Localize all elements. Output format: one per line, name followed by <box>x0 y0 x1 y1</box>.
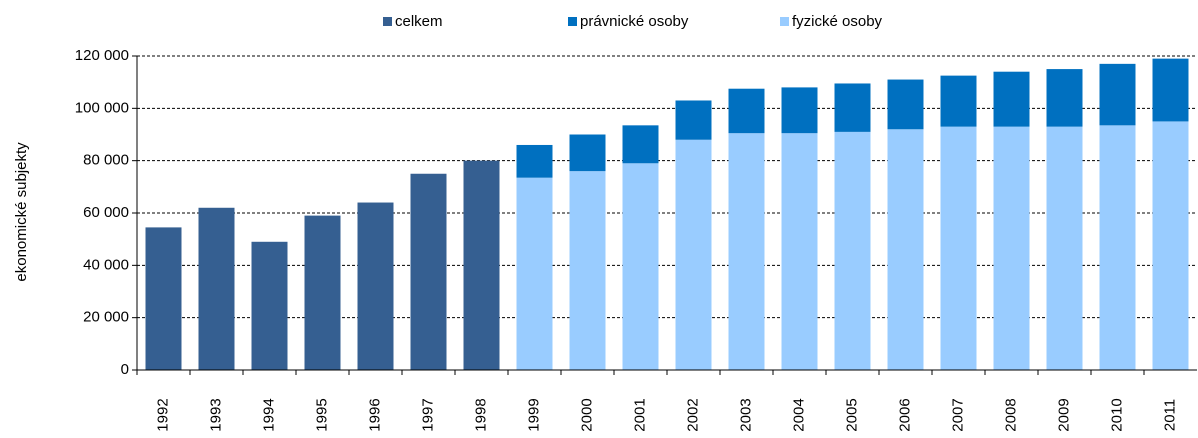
legend-swatch <box>383 17 392 26</box>
bar-segment <box>569 134 606 172</box>
x-tick-label: 2001 <box>631 398 648 431</box>
bar-segment <box>834 131 871 370</box>
bar-segment <box>940 126 977 371</box>
y-tick-label: 40 000 <box>83 256 129 273</box>
bar-segment <box>410 173 447 370</box>
bar-segment <box>304 215 341 370</box>
bar-segment <box>781 87 818 134</box>
x-tick-label: 2009 <box>1055 398 1072 431</box>
x-tick-label: 1994 <box>260 398 277 431</box>
bar-segment <box>198 207 235 370</box>
x-tick-label: 1996 <box>366 398 383 431</box>
x-tick-label: 1999 <box>525 398 542 431</box>
bar-segment <box>569 171 606 370</box>
bar-segment <box>516 144 553 178</box>
x-tick-label: 1992 <box>154 398 171 431</box>
bar-segment <box>622 163 659 370</box>
x-tick-label: 2000 <box>578 398 595 431</box>
bar-segment <box>463 160 500 370</box>
x-tick-label: 2006 <box>896 398 913 431</box>
x-tick-label: 1993 <box>207 398 224 431</box>
bar-segment <box>622 125 659 164</box>
bar-segment <box>145 227 182 370</box>
x-tick-label: 2008 <box>1002 398 1019 431</box>
x-tick-label: 2002 <box>684 398 701 431</box>
y-tick-label: 0 <box>121 361 129 378</box>
bar-segment <box>675 100 712 140</box>
bar-segment <box>728 88 765 134</box>
x-tick-label: 2003 <box>737 398 754 431</box>
bar-segment <box>357 202 394 370</box>
bar-segment <box>781 133 818 370</box>
bar-segment <box>251 241 288 370</box>
bar-segment <box>834 83 871 132</box>
bar-segment <box>993 71 1030 127</box>
bar-segment <box>1046 69 1083 127</box>
bar-segment <box>675 139 712 370</box>
legend-swatch <box>780 17 789 26</box>
y-tick-label: 20 000 <box>83 309 129 326</box>
y-axis-title: ekonomické subjekty <box>13 142 30 282</box>
x-tick-label: 1997 <box>419 398 436 431</box>
x-tick-label: 1998 <box>472 398 489 431</box>
x-tick-label: 2010 <box>1108 398 1125 431</box>
bar-segment <box>887 79 924 130</box>
legend-label: celkem <box>395 13 443 30</box>
legend-swatch <box>568 17 577 26</box>
x-tick-label: 2007 <box>949 398 966 431</box>
bar-segment <box>516 177 553 370</box>
y-tick-label: 100 000 <box>75 99 129 116</box>
x-tick-label: 2011 <box>1161 399 1178 431</box>
bar-segment <box>993 126 1030 371</box>
bar-segment <box>887 129 924 370</box>
bar-segment <box>1099 63 1136 126</box>
bar-segment <box>940 75 977 127</box>
y-tick-label: 120 000 <box>75 47 129 64</box>
bar-segment <box>1099 125 1136 370</box>
y-tick-label: 80 000 <box>83 152 129 169</box>
bar-segment <box>1046 126 1083 371</box>
x-tick-label: 2005 <box>843 398 860 431</box>
y-tick-label: 60 000 <box>83 204 129 221</box>
bar-segment <box>728 133 765 370</box>
legend-label: fyzické osoby <box>792 13 883 30</box>
x-tick-label: 2004 <box>790 398 807 431</box>
legend-label: právnické osoby <box>580 13 689 30</box>
bar-segment <box>1152 121 1189 371</box>
bar-segment <box>1152 58 1189 122</box>
x-tick-label: 1995 <box>313 398 330 431</box>
